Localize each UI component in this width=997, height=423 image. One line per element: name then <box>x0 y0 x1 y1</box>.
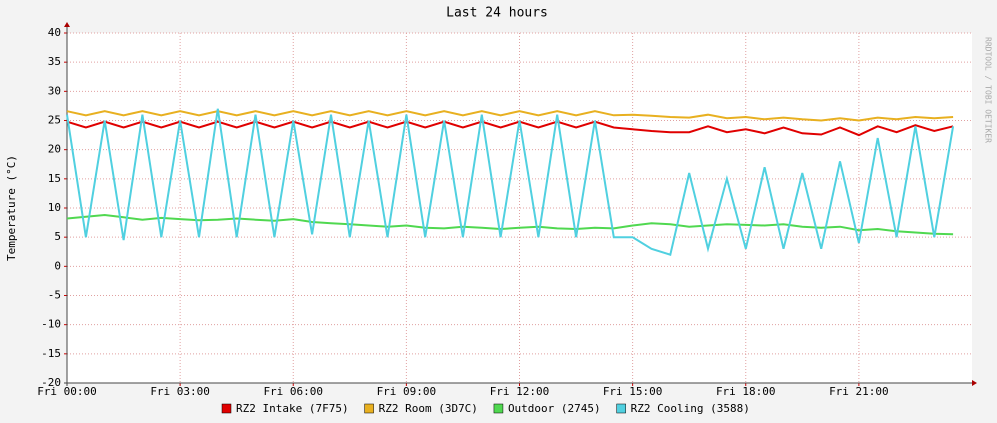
series-line <box>66 120 954 137</box>
y-tick-label: 30 <box>48 84 61 97</box>
series-line <box>66 110 954 122</box>
chart-title: Last 24 hours <box>446 6 548 21</box>
series-line <box>66 213 954 236</box>
x-tick-label: Fri 21:00 <box>829 385 889 398</box>
y-tick-label: -15 <box>41 347 61 360</box>
x-tick-label: Fri 09:00 <box>377 385 437 398</box>
watermark: RRDTOOL / TOBI OETIKER <box>984 37 993 143</box>
y-tick-label: 0 <box>54 259 61 272</box>
legend-label: RZ2 Room (3D7C) <box>379 402 478 415</box>
y-tick-label: -20 <box>41 376 61 389</box>
series-line <box>66 108 955 256</box>
y-tick-label: -10 <box>41 318 61 331</box>
x-tick-label: Fri 18:00 <box>716 385 776 398</box>
x-tick-label: Fri 06:00 <box>263 385 323 398</box>
y-tick-label: 5 <box>54 230 61 243</box>
y-tick-label: 20 <box>48 143 61 156</box>
y-tick-label: -5 <box>48 289 61 302</box>
legend-label: RZ2 Intake (7F75) <box>236 402 349 415</box>
legend-label: Outdoor (2745) <box>508 402 601 415</box>
y-tick-label: 25 <box>48 114 61 127</box>
y-axis-label: Temperature (°C) <box>5 155 18 261</box>
x-tick-label: Fri 00:00 <box>37 385 97 398</box>
y-tick-label: 40 <box>48 26 61 39</box>
x-tick-label: Fri 03:00 <box>150 385 210 398</box>
legend-label: RZ2 Cooling (3588) <box>631 402 750 415</box>
axis-arrow <box>972 380 977 386</box>
legend-swatch <box>364 403 374 414</box>
legend-swatch <box>221 403 232 414</box>
legend-swatch <box>616 403 626 414</box>
axis-arrow <box>64 22 70 27</box>
y-tick-label: 15 <box>48 172 61 185</box>
y-tick-label: 35 <box>48 55 61 68</box>
y-tick-label: 10 <box>48 201 61 214</box>
legend-swatch <box>493 403 504 414</box>
x-tick-label: Fri 12:00 <box>490 385 550 398</box>
x-tick-label: Fri 15:00 <box>603 385 663 398</box>
